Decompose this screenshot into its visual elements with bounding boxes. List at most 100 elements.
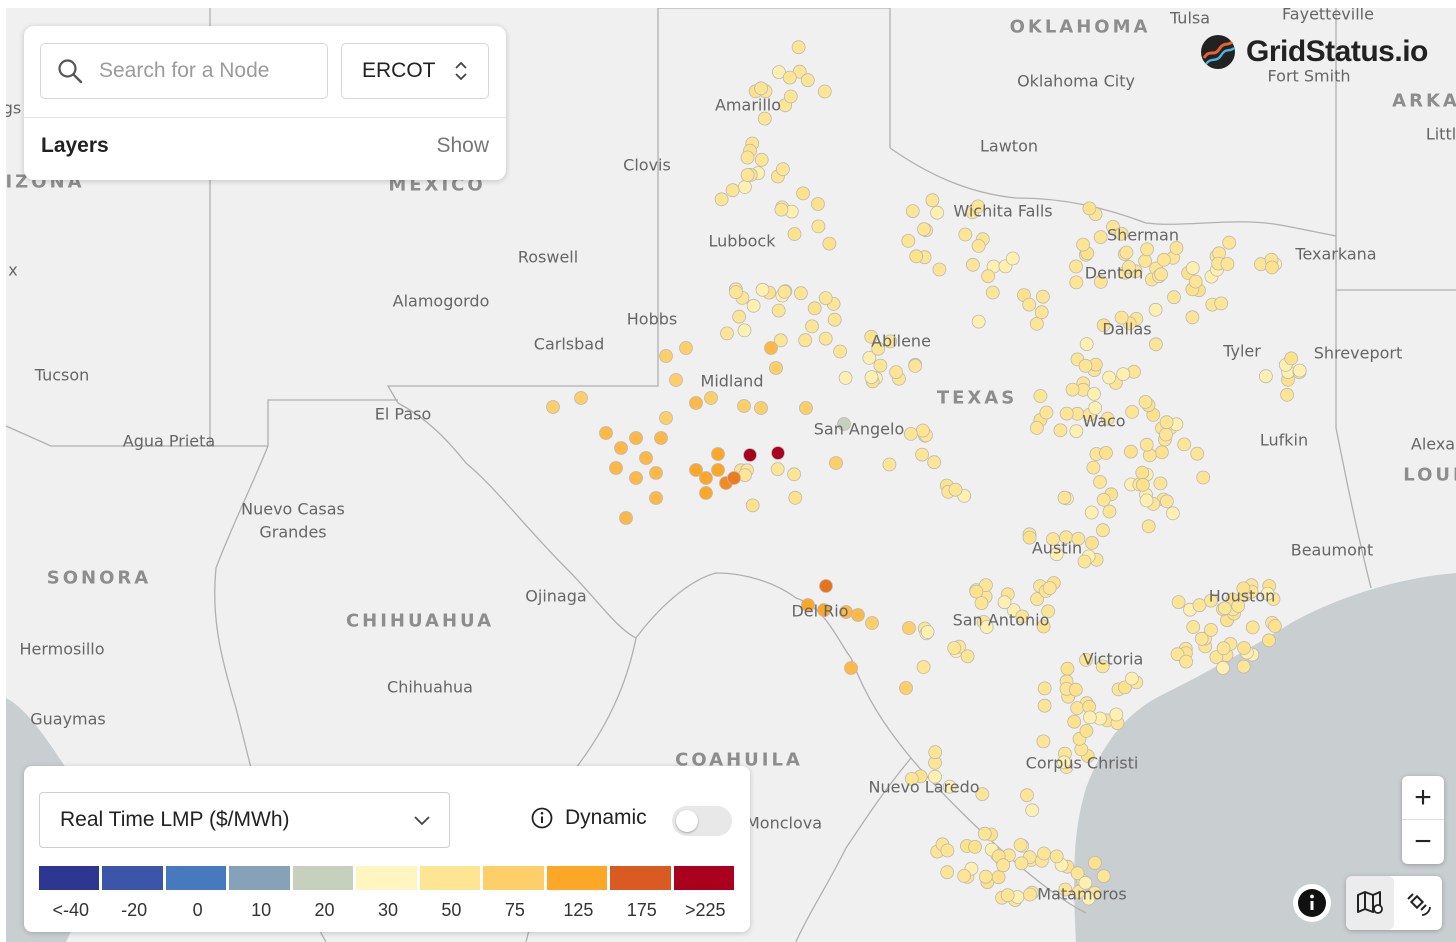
node-marker[interactable] bbox=[599, 426, 613, 440]
node-marker[interactable] bbox=[971, 238, 986, 253]
node-marker[interactable] bbox=[904, 772, 919, 786]
node-marker[interactable] bbox=[770, 462, 785, 477]
node-marker[interactable] bbox=[1096, 869, 1111, 883]
node-marker[interactable] bbox=[689, 463, 703, 477]
node-marker[interactable] bbox=[1102, 370, 1116, 385]
node-marker[interactable] bbox=[908, 358, 923, 373]
node-marker[interactable] bbox=[915, 423, 930, 438]
node-marker[interactable] bbox=[1124, 444, 1138, 459]
node-marker[interactable] bbox=[1280, 387, 1294, 402]
node-marker[interactable] bbox=[902, 621, 916, 635]
node-marker[interactable] bbox=[740, 168, 755, 182]
node-marker[interactable] bbox=[1079, 337, 1094, 352]
node-marker[interactable] bbox=[1036, 734, 1051, 749]
node-marker[interactable] bbox=[1071, 531, 1086, 546]
node-marker[interactable] bbox=[1078, 358, 1093, 373]
node-marker[interactable] bbox=[971, 199, 985, 214]
node-marker[interactable] bbox=[996, 858, 1011, 873]
node-marker[interactable] bbox=[783, 89, 798, 104]
node-marker[interactable] bbox=[704, 391, 718, 405]
node-marker[interactable] bbox=[1046, 532, 1060, 546]
node-marker[interactable] bbox=[1078, 875, 1093, 890]
node-marker[interactable] bbox=[614, 441, 628, 455]
node-marker[interactable] bbox=[546, 400, 560, 414]
node-marker[interactable] bbox=[1260, 586, 1275, 601]
node-marker[interactable] bbox=[811, 219, 826, 234]
node-marker[interactable] bbox=[1217, 601, 1232, 616]
node-marker[interactable] bbox=[1177, 437, 1192, 452]
node-marker[interactable] bbox=[669, 373, 683, 387]
node-marker[interactable] bbox=[1036, 619, 1051, 634]
node-marker[interactable] bbox=[659, 411, 673, 425]
node-marker[interactable] bbox=[800, 73, 815, 88]
node-marker[interactable] bbox=[794, 286, 808, 301]
node-marker[interactable] bbox=[1159, 427, 1173, 442]
node-marker[interactable] bbox=[851, 608, 865, 622]
node-marker[interactable] bbox=[978, 869, 993, 884]
node-marker[interactable] bbox=[1030, 316, 1044, 331]
node-marker[interactable] bbox=[1119, 245, 1134, 260]
node-marker[interactable] bbox=[1023, 887, 1037, 902]
iso-select[interactable]: ERCOT bbox=[341, 43, 489, 99]
node-marker[interactable] bbox=[1085, 536, 1099, 550]
node-marker[interactable] bbox=[1148, 302, 1163, 317]
node-marker[interactable] bbox=[689, 396, 703, 410]
node-marker[interactable] bbox=[930, 205, 944, 220]
node-marker[interactable] bbox=[1022, 297, 1037, 312]
node-marker[interactable] bbox=[1139, 493, 1154, 508]
node-marker[interactable] bbox=[1067, 714, 1082, 729]
node-marker[interactable] bbox=[997, 595, 1012, 610]
node-marker[interactable] bbox=[864, 370, 879, 385]
node-marker[interactable] bbox=[787, 227, 802, 241]
map-info-button[interactable] bbox=[1293, 884, 1331, 922]
node-marker[interactable] bbox=[1185, 261, 1200, 276]
node-marker[interactable] bbox=[844, 661, 858, 675]
node-marker[interactable] bbox=[1005, 251, 1020, 266]
node-marker[interactable] bbox=[864, 329, 879, 344]
node-marker[interactable] bbox=[968, 840, 982, 854]
node-marker[interactable] bbox=[796, 186, 810, 201]
node-marker[interactable] bbox=[1022, 530, 1037, 545]
node-marker[interactable] bbox=[755, 282, 770, 297]
node-marker[interactable] bbox=[788, 490, 803, 505]
node-marker[interactable] bbox=[974, 596, 989, 610]
node-marker[interactable] bbox=[1096, 492, 1111, 507]
node-marker[interactable] bbox=[757, 111, 772, 126]
node-marker[interactable] bbox=[787, 467, 801, 482]
node-marker[interactable] bbox=[743, 448, 757, 462]
node-marker[interactable] bbox=[729, 285, 743, 300]
node-marker[interactable] bbox=[940, 843, 955, 858]
node-marker[interactable] bbox=[960, 649, 975, 664]
node-marker[interactable] bbox=[958, 227, 973, 242]
node-marker[interactable] bbox=[829, 456, 843, 470]
node-marker[interactable] bbox=[1059, 406, 1074, 421]
node-marker[interactable] bbox=[737, 323, 752, 338]
node-marker[interactable] bbox=[811, 197, 825, 211]
node-marker[interactable] bbox=[818, 331, 833, 346]
node-marker[interactable] bbox=[714, 192, 729, 207]
node-marker[interactable] bbox=[1099, 445, 1113, 460]
node-marker[interactable] bbox=[1259, 369, 1273, 384]
node-marker[interactable] bbox=[1037, 698, 1052, 713]
node-marker[interactable] bbox=[871, 341, 886, 356]
node-marker[interactable] bbox=[1076, 237, 1090, 252]
map-style-button[interactable] bbox=[1346, 876, 1394, 930]
node-marker[interactable] bbox=[985, 285, 1000, 300]
node-marker[interactable] bbox=[1036, 289, 1050, 304]
node-marker[interactable] bbox=[1057, 490, 1072, 505]
node-marker[interactable] bbox=[771, 303, 786, 318]
node-marker[interactable] bbox=[1169, 241, 1184, 255]
node-marker[interactable] bbox=[1231, 599, 1246, 613]
node-marker[interactable] bbox=[1042, 581, 1057, 595]
node-marker[interactable] bbox=[1065, 382, 1080, 397]
node-marker[interactable] bbox=[932, 262, 947, 277]
node-marker[interactable] bbox=[1041, 604, 1055, 619]
node-marker[interactable] bbox=[1139, 437, 1154, 452]
node-marker[interactable] bbox=[1053, 423, 1068, 438]
node-marker[interactable] bbox=[1014, 856, 1029, 871]
node-marker[interactable] bbox=[1149, 337, 1163, 352]
node-marker[interactable] bbox=[822, 236, 837, 251]
node-marker[interactable] bbox=[1159, 415, 1174, 430]
node-marker[interactable] bbox=[1192, 598, 1207, 613]
node-marker[interactable] bbox=[782, 70, 797, 85]
